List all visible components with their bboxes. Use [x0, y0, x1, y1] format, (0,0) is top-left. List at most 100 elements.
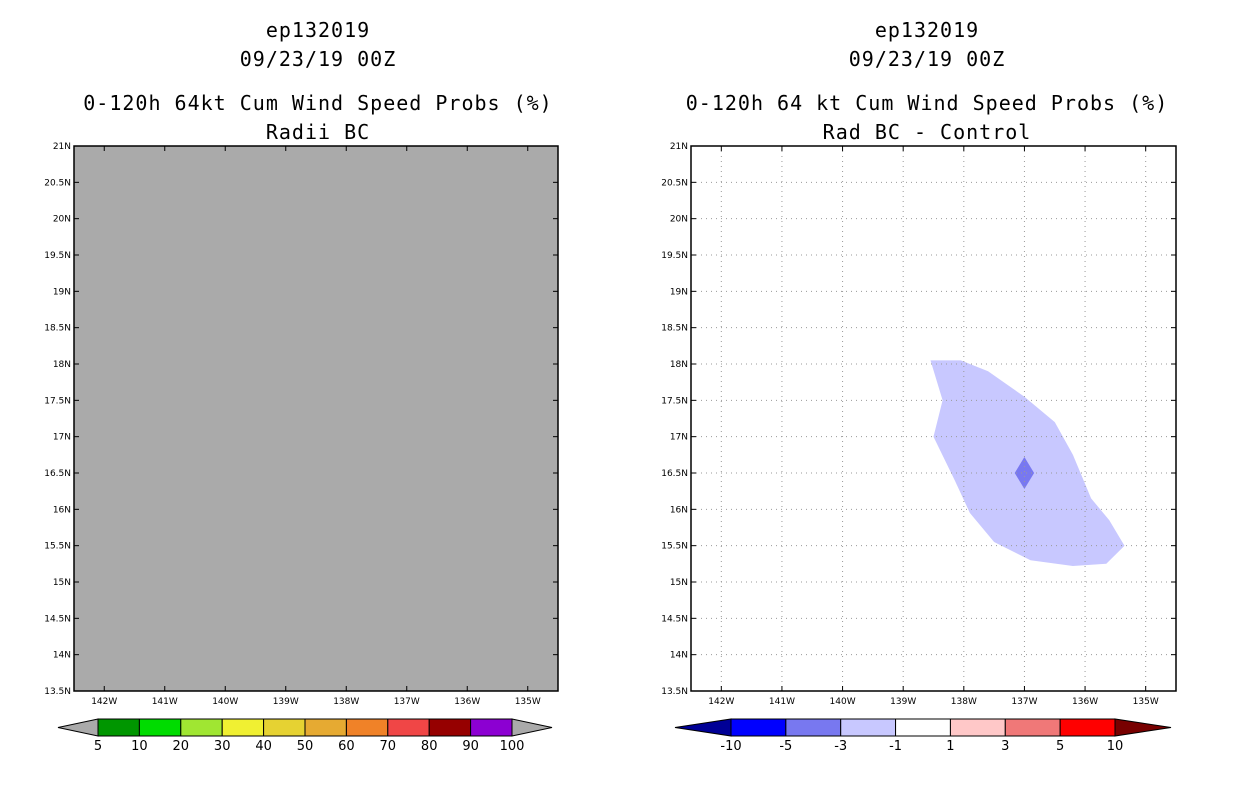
left-colorbar-label: 30 [214, 739, 231, 754]
left-title-datetime: 09/23/19 00Z [239, 47, 397, 71]
left-xtick-label: 138W [333, 697, 359, 707]
right-colorbar-label: -1 [889, 739, 902, 754]
left-xtick-label: 137W [394, 697, 420, 707]
right-xtick-label: 137W [1011, 697, 1037, 707]
right-title-product: 0-120h 64 kt Cum Wind Speed Probs (%) [685, 91, 1169, 115]
right-ytick-label: 18N [670, 360, 688, 370]
left-ytick-label: 15.5N [44, 542, 71, 552]
left-colorbar-swatch-7 [345, 718, 389, 737]
right-colorbar-swatch-5 [949, 718, 1006, 737]
left-ytick-label: 16.5N [44, 469, 71, 479]
left-title-subtitle: Radii BC [265, 120, 371, 144]
right-ytick-label: 15.5N [661, 542, 688, 552]
left-colorbar-swatch-10 [470, 718, 513, 737]
right-xtick-label: 139W [890, 697, 916, 707]
right-ytick-label: 14.5N [661, 614, 688, 624]
left-colorbar-swatch-1 [97, 718, 140, 737]
right-xtick-label: 140W [830, 697, 856, 707]
left-title-product: 0-120h 64kt Cum Wind Speed Probs (%) [83, 91, 553, 115]
left-colorbar-swatch-8 [387, 718, 430, 737]
left-colorbar-swatch-3 [180, 718, 223, 737]
right-colorbar-label: 1 [946, 739, 954, 754]
left-colorbar-label: 60 [338, 739, 355, 754]
left-ytick-label: 20N [53, 215, 71, 225]
left-ytick-label: 21N [53, 142, 71, 152]
left-colorbar-under-triangle [57, 718, 99, 737]
left-xtick-label: 139W [273, 697, 299, 707]
right-colorbar-label: -3 [834, 739, 847, 754]
right-title-subtitle: Rad BC - Control [822, 120, 1032, 144]
right-colorbar-swatch-7 [1059, 718, 1116, 737]
left-ytick-label: 13.5N [44, 687, 71, 697]
right-colorbar-label: 3 [1001, 739, 1009, 754]
left-colorbar-label: 10 [131, 739, 148, 754]
right-ytick-label: 19.5N [661, 251, 688, 261]
right-ytick-label: 13.5N [661, 687, 688, 697]
left-colorbar-label: 40 [255, 739, 272, 754]
left-colorbar-label: 80 [421, 739, 438, 754]
left-xtick-label: 135W [515, 697, 541, 707]
right-colorbar-under-triangle [674, 718, 732, 737]
left-colorbar-label: 70 [380, 739, 397, 754]
left-colorbar-swatch-5 [263, 718, 306, 737]
left-colorbar-label: 50 [297, 739, 314, 754]
right-title-datetime: 09/23/19 00Z [848, 47, 1006, 71]
left-colorbar-over-triangle [511, 718, 553, 737]
left-colorbar-swatch-6 [304, 718, 347, 737]
right-ytick-label: 20.5N [661, 178, 688, 188]
right-colorbar-swatch-3 [840, 718, 897, 737]
left-ytick-label: 18N [53, 360, 71, 370]
left-plot-frame [73, 145, 559, 692]
right-title-storm-id: ep132019 [874, 18, 980, 42]
right-ytick-label: 18.5N [661, 324, 688, 334]
right-colorbar-label: -10 [720, 739, 741, 754]
right-colorbar-swatch-4 [895, 718, 951, 737]
left-colorbar-label: 5 [94, 739, 102, 754]
left-ytick-label: 15N [53, 578, 71, 588]
right-xtick-label: 141W [769, 697, 795, 707]
right-colorbar-swatch-6 [1004, 718, 1061, 737]
right-ytick-label: 14N [670, 651, 688, 661]
right-xtick-label: 135W [1133, 697, 1159, 707]
left-ytick-label: 19N [53, 287, 71, 297]
left-ytick-label: 16N [53, 505, 71, 515]
left-xtick-label: 140W [212, 697, 238, 707]
left-colorbar-label: 20 [173, 739, 190, 754]
right-colorbar-swatch-1 [730, 718, 787, 737]
left-ytick-label: 18.5N [44, 324, 71, 334]
right-ytick-label: 17N [670, 433, 688, 443]
right-colorbar-label: 10 [1107, 739, 1124, 754]
right-ytick-label: 17.5N [661, 396, 688, 406]
left-xtick-label: 142W [91, 697, 117, 707]
left-colorbar-swatch-9 [428, 718, 472, 737]
left-colorbar-swatch-4 [221, 718, 265, 737]
right-colorbar-label: -5 [779, 739, 792, 754]
right-ytick-label: 16N [670, 505, 688, 515]
right-plot-frame [690, 145, 1177, 692]
right-colorbar-swatch-2 [785, 718, 842, 737]
left-ytick-label: 19.5N [44, 251, 71, 261]
left-xtick-label: 141W [152, 697, 178, 707]
left-ytick-label: 20.5N [44, 178, 71, 188]
left-ytick-label: 17.5N [44, 396, 71, 406]
right-xtick-label: 142W [708, 697, 734, 707]
left-ytick-label: 17N [53, 433, 71, 443]
left-colorbar-swatch-2 [138, 718, 182, 737]
right-field-2 [1014, 457, 1035, 489]
right-colorbar-over-triangle [1114, 718, 1172, 737]
left-ytick-label: 14.5N [44, 614, 71, 624]
right-ytick-label: 20N [670, 215, 688, 225]
left-title-storm-id: ep132019 [265, 18, 371, 42]
right-ytick-label: 19N [670, 287, 688, 297]
right-colorbar-label: 5 [1056, 739, 1064, 754]
right-xtick-label: 136W [1072, 697, 1098, 707]
left-colorbar-label: 90 [462, 739, 479, 754]
right-xtick-label: 138W [951, 697, 977, 707]
right-ytick-label: 15N [670, 578, 688, 588]
left-colorbar-label: 100 [500, 739, 525, 754]
left-xtick-label: 136W [454, 697, 480, 707]
left-field-1 [74, 146, 558, 691]
left-ytick-label: 14N [53, 651, 71, 661]
right-ytick-label: 21N [670, 142, 688, 152]
